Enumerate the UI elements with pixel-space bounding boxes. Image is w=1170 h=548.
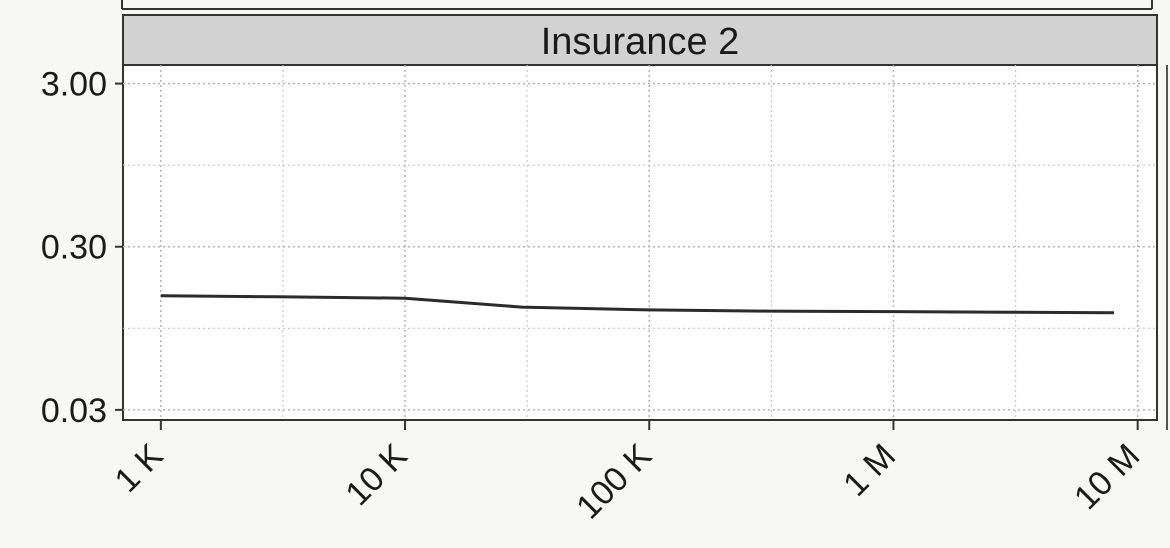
plot-area xyxy=(122,64,1158,421)
x-tick-label: 10 K xyxy=(338,437,415,514)
x-tick-label: 10 M xyxy=(1067,437,1147,517)
series-layer xyxy=(160,294,1115,315)
series-line xyxy=(160,294,1115,315)
x-tick-label: 1 K xyxy=(108,437,171,500)
panel-strip xyxy=(122,14,1158,66)
x-tick-label: 1 M xyxy=(836,437,903,504)
y-axis: 0.03 0.30 3.00 xyxy=(41,66,123,430)
panel-title: Insurance 2 xyxy=(541,21,740,63)
x-tick-label: 100 K xyxy=(569,437,659,527)
y-tick-label: 0.30 xyxy=(41,229,107,267)
x-axis: 1 K 10 K 100 K 1 M 10 M xyxy=(108,420,1147,527)
y-tick-label: 0.03 xyxy=(41,392,107,430)
grid xyxy=(123,65,1157,420)
y-tick-label: 3.00 xyxy=(41,66,107,104)
